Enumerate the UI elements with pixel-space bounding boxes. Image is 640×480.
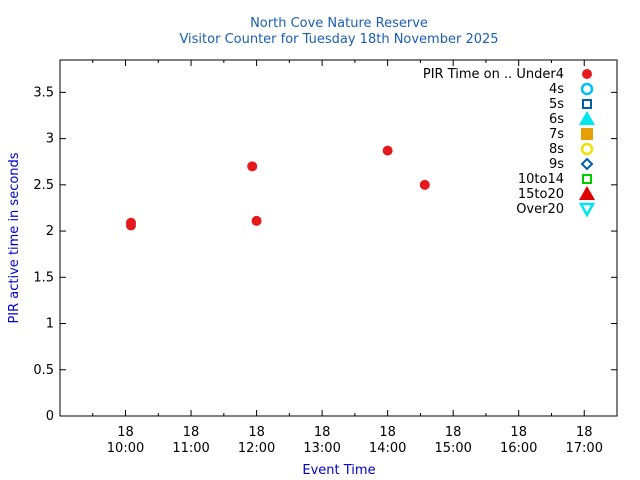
- data-points: [125, 145, 430, 231]
- y-tick-label: 1: [46, 317, 54, 332]
- x-tick-time: 13:00: [303, 441, 340, 456]
- legend-label: 15to20: [518, 187, 564, 202]
- legend-label: 8s: [549, 142, 564, 157]
- legend-marker: [580, 142, 594, 156]
- legend-label: 4s: [549, 82, 564, 97]
- legend-label: 10to14: [518, 172, 564, 187]
- x-tick-day: 18: [314, 425, 331, 440]
- data-point: [419, 179, 430, 190]
- x-tick-time: 14:00: [369, 441, 406, 456]
- legend-label: 7s: [549, 127, 564, 142]
- y-tick-label: 3.5: [33, 85, 54, 100]
- x-tick-day: 18: [510, 425, 527, 440]
- y-tick-label: 1.5: [33, 270, 54, 285]
- x-tick-day: 18: [576, 425, 593, 440]
- y-tick-label: 2: [46, 224, 54, 239]
- x-axis-label: Event Time: [302, 463, 375, 478]
- y-tick-label: 0: [46, 409, 54, 424]
- legend-marker: [579, 111, 595, 125]
- legend-marker: [582, 69, 592, 79]
- y-tick-label: 2.5: [33, 178, 54, 193]
- y-ticks: 0 0.5 1 1.5 2 2.5 3 3.5: [33, 85, 617, 424]
- x-minor-ticks: [92, 60, 618, 416]
- legend-label: Over20: [516, 202, 564, 217]
- x-tick-time: 10:00: [107, 441, 144, 456]
- chart-subtitle: Visitor Counter for Tuesday 18th Novembe…: [179, 32, 498, 47]
- legend-label: 6s: [549, 112, 564, 127]
- data-point: [382, 145, 393, 156]
- legend-label: 9s: [549, 157, 564, 172]
- y-tick-label: 0.5: [33, 363, 54, 378]
- x-ticks: 1810:001811:001812:001813:001814:001815:…: [107, 60, 603, 456]
- legend-marker: [582, 174, 592, 184]
- x-tick-time: 11:00: [172, 441, 209, 456]
- legend-marker: [582, 99, 592, 109]
- x-tick-time: 17:00: [566, 441, 603, 456]
- y-axis-label: PIR active time in seconds: [7, 152, 22, 323]
- data-point: [251, 215, 262, 226]
- x-tick-day: 18: [183, 425, 200, 440]
- legend-label: PIR Time on .. Under4: [423, 67, 564, 82]
- x-tick-day: 18: [248, 425, 265, 440]
- legend-marker: [580, 82, 594, 96]
- legend-label: 5s: [549, 97, 564, 112]
- x-tick-day: 18: [445, 425, 462, 440]
- data-point: [125, 220, 136, 231]
- x-tick-time: 12:00: [238, 441, 275, 456]
- x-tick-time: 16:00: [500, 441, 537, 456]
- x-tick-time: 15:00: [434, 441, 471, 456]
- legend-marker: [579, 186, 595, 200]
- y-tick-label: 3: [46, 132, 54, 147]
- legend-marker: [578, 202, 596, 218]
- legend-marker: [581, 128, 593, 140]
- x-tick-day: 18: [117, 425, 134, 440]
- legend-marker: [580, 157, 594, 171]
- legend: PIR Time on .. Under44s5s6s7s8s9s10to141…: [423, 67, 596, 218]
- data-point: [247, 161, 258, 172]
- x-tick-day: 18: [379, 425, 396, 440]
- chart-title: North Cove Nature Reserve: [250, 16, 428, 31]
- plot-frame: [59, 59, 618, 417]
